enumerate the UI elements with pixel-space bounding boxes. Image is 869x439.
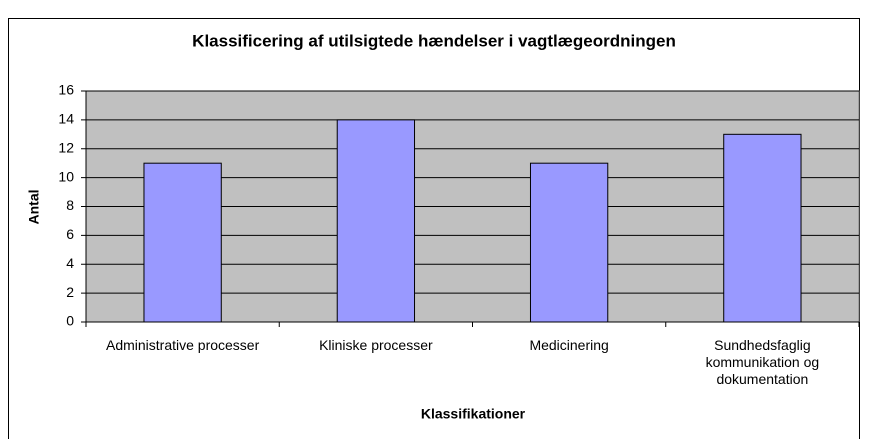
y-tick-label: 16 [58, 82, 74, 98]
x-tick-label: Kliniske processer [319, 337, 433, 353]
y-tick-label: 8 [66, 197, 74, 213]
x-axis-title: Klassifikationer [421, 406, 526, 422]
y-tick-label: 2 [66, 284, 74, 300]
y-tick-label: 12 [58, 139, 74, 155]
y-tick-label: 14 [58, 111, 74, 127]
x-tick-label: Medicinering [529, 337, 609, 353]
y-tick-label: 4 [66, 255, 74, 271]
x-tick-label: Sundhedsfaglig kommunikation og dokument… [705, 337, 820, 387]
chart-title: Klassificering af utilsigtede hændelser … [192, 31, 676, 50]
bar [723, 133, 802, 323]
y-tick-label: 10 [58, 168, 74, 184]
y-tick-label: 0 [66, 313, 74, 329]
y-tick-label: 6 [66, 226, 74, 242]
bar [529, 162, 609, 323]
y-axis-title: Antal [26, 190, 42, 225]
bar [143, 162, 222, 323]
x-tick-label: Administrative processer [105, 337, 260, 353]
bar [336, 119, 416, 323]
